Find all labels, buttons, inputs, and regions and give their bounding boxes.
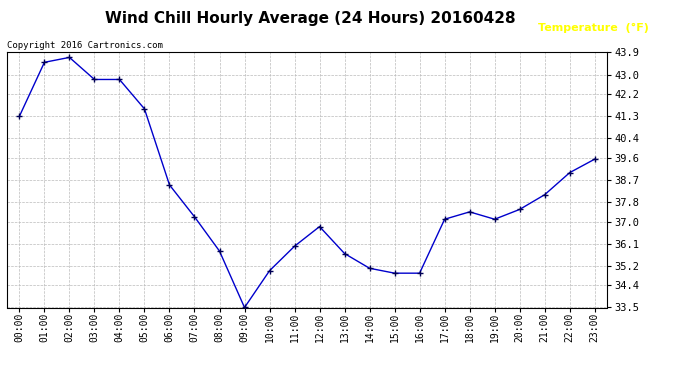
- Text: Wind Chill Hourly Average (24 Hours) 20160428: Wind Chill Hourly Average (24 Hours) 201…: [105, 11, 516, 26]
- Text: Copyright 2016 Cartronics.com: Copyright 2016 Cartronics.com: [7, 41, 163, 50]
- Text: Temperature  (°F): Temperature (°F): [538, 23, 649, 33]
